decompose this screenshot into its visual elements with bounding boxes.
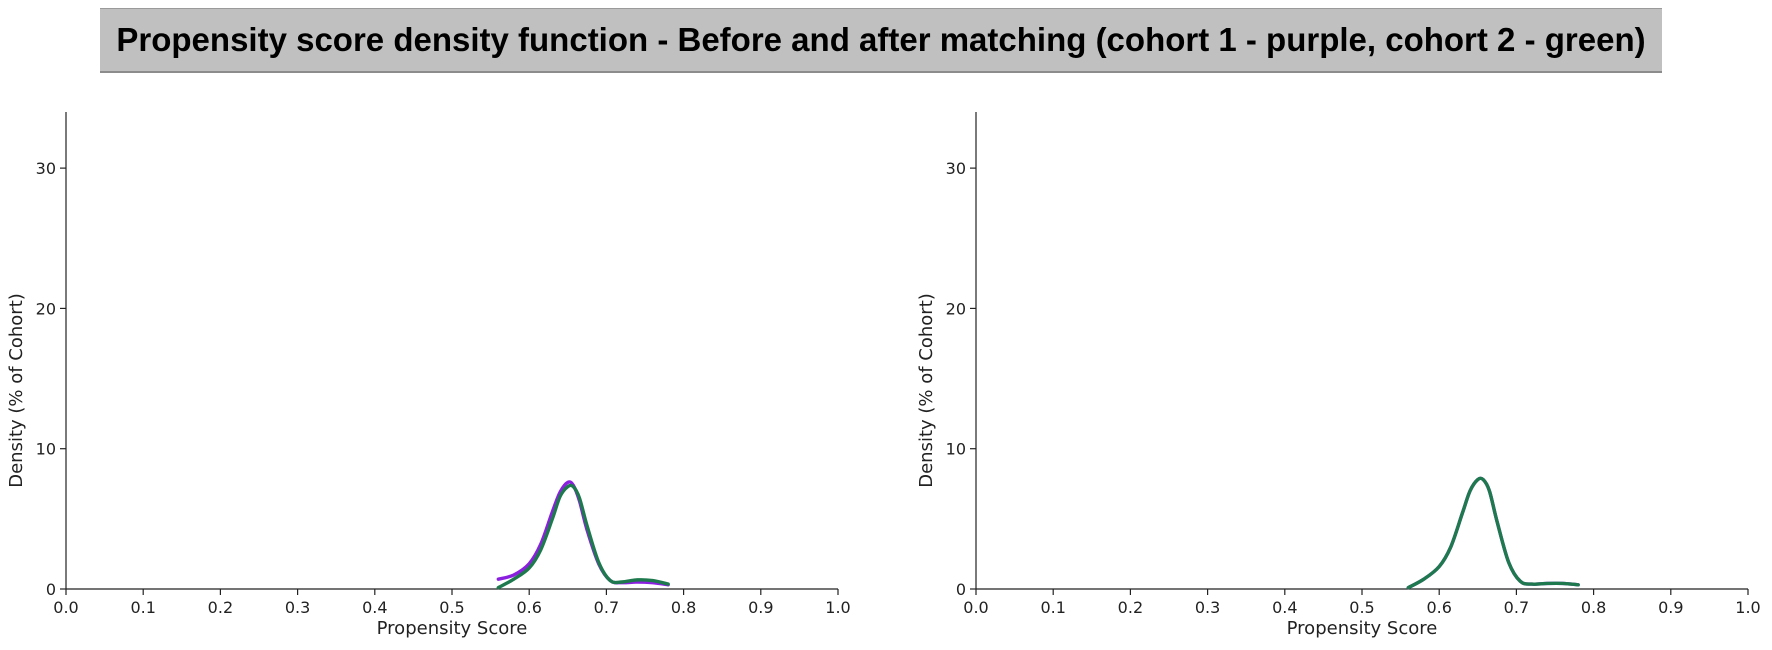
x-axis-label: Propensity Score	[1287, 618, 1438, 639]
x-tick-label: 0.5	[439, 598, 464, 617]
y-tick-label: 20	[36, 299, 56, 318]
x-tick-label: 0.7	[594, 598, 619, 617]
x-tick-label: 0.3	[285, 598, 310, 617]
x-tick-label: 0.6	[516, 598, 541, 617]
chart-title: Propensity score density function - Befo…	[116, 21, 1646, 58]
y-tick-label: 10	[946, 440, 966, 459]
x-tick-label: 0.9	[748, 598, 773, 617]
y-tick-label: 10	[36, 440, 56, 459]
x-tick-label: 0.0	[963, 598, 988, 617]
y-tick-label: 0	[956, 580, 966, 599]
series-line-cohort-2	[1406, 476, 1580, 590]
x-tick-label: 0.9	[1658, 598, 1683, 617]
x-tick-label: 0.1	[130, 598, 155, 617]
x-tick-label: 0.3	[1195, 598, 1220, 617]
y-tick-label: 30	[36, 159, 56, 178]
x-tick-label: 0.1	[1040, 598, 1065, 617]
y-tick-label: 30	[946, 159, 966, 178]
x-tick-label: 0.5	[1349, 598, 1374, 617]
y-axis-label: Density (% of Cohort)	[6, 293, 27, 488]
x-tick-label: 0.8	[1581, 598, 1606, 617]
x-tick-label: 0.6	[1426, 598, 1451, 617]
x-tick-label: 1.0	[825, 598, 850, 617]
series-line-cohort-2	[496, 483, 670, 590]
x-axis-label: Propensity Score	[377, 618, 528, 639]
x-tick-label: 0.7	[1504, 598, 1529, 617]
title-band: Propensity score density function - Befo…	[100, 8, 1662, 73]
chart-panel-2: 0.0 0.1 0.2 0.3 0.4 0.5 0.6 0.7 0.8 0.9 1.0 0 10 20 30…	[916, 112, 1761, 639]
x-tick-label: 0.0	[53, 598, 78, 617]
chart-panel-1: 0.0 0.1 0.2 0.3 0.4 0.5 0.6 0.7 0.8 0.9 1.0 0 10 20 30…	[6, 112, 851, 639]
y-tick-label: 0	[46, 580, 56, 599]
x-tick-label: 0.2	[208, 598, 233, 617]
y-tick-label: 20	[946, 299, 966, 318]
x-tick-label: 0.8	[671, 598, 696, 617]
series-line-cohort-1	[496, 480, 670, 587]
x-tick-label: 0.4	[1272, 598, 1297, 617]
y-axis-label: Density (% of Cohort)	[916, 293, 937, 488]
x-tick-label: 0.2	[1118, 598, 1143, 617]
x-tick-label: 1.0	[1735, 598, 1760, 617]
x-tick-label: 0.4	[362, 598, 387, 617]
